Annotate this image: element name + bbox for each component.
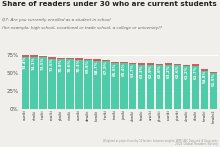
Bar — [174, 64, 181, 65]
Bar — [210, 72, 217, 109]
Bar — [129, 63, 136, 64]
Text: 62.9%: 62.9% — [149, 64, 153, 78]
Text: 71.5%: 71.5% — [50, 58, 54, 71]
Text: 74.1%: 74.1% — [32, 56, 36, 70]
Text: 65.4%: 65.4% — [122, 62, 126, 76]
Bar — [138, 63, 145, 109]
Bar — [39, 56, 47, 109]
Text: 70.3%: 70.3% — [77, 59, 81, 72]
Bar — [102, 60, 110, 109]
Bar — [183, 65, 190, 66]
Bar — [165, 63, 172, 65]
Text: 54.8%: 54.8% — [203, 70, 207, 83]
Bar — [57, 58, 65, 109]
Text: 68.7%: 68.7% — [95, 60, 99, 74]
Text: 61.7%: 61.7% — [194, 65, 198, 79]
Bar — [156, 64, 163, 65]
Bar — [111, 62, 119, 63]
Text: 70.8%: 70.8% — [59, 59, 63, 72]
Bar — [192, 64, 199, 66]
Bar — [31, 55, 38, 109]
Bar — [75, 58, 83, 60]
Bar — [66, 58, 74, 109]
Bar — [201, 69, 208, 109]
Bar — [120, 62, 128, 63]
Bar — [111, 62, 119, 109]
Bar — [48, 57, 56, 109]
Bar — [84, 59, 92, 109]
Text: Q7: Are you currently enrolled as a student in school: Q7: Are you currently enrolled as a stud… — [2, 18, 111, 22]
Bar — [75, 58, 83, 109]
Bar — [156, 64, 163, 109]
Bar — [147, 64, 154, 109]
Bar — [93, 59, 101, 61]
Bar — [201, 69, 208, 71]
Text: 63.7%: 63.7% — [131, 64, 135, 77]
Bar — [192, 64, 199, 109]
Bar — [22, 55, 29, 57]
Text: 70.6%: 70.6% — [68, 59, 72, 72]
Text: 74.4%: 74.4% — [23, 56, 27, 69]
Bar — [39, 56, 47, 57]
Bar — [138, 63, 145, 65]
Bar — [174, 64, 181, 109]
Bar — [66, 58, 74, 59]
Bar — [57, 58, 65, 59]
Text: 61.2%: 61.2% — [185, 65, 189, 79]
Bar — [22, 55, 29, 109]
Bar — [129, 63, 136, 109]
Text: 65.5%: 65.5% — [113, 62, 117, 76]
Text: (for example, high school, vocational or trade school, a college or university)?: (for example, high school, vocational or… — [2, 26, 162, 30]
Bar — [102, 60, 110, 61]
Text: 2021 Global Readers Survey: 2021 Global Readers Survey — [175, 142, 218, 146]
Text: 63.2%: 63.2% — [167, 64, 171, 78]
Text: 67.9%: 67.9% — [104, 61, 108, 74]
Bar — [31, 55, 38, 57]
Text: 73.5%: 73.5% — [41, 57, 45, 70]
Bar — [210, 72, 217, 73]
Bar — [147, 64, 154, 65]
Text: 69.8%: 69.8% — [86, 59, 90, 73]
Bar — [84, 59, 92, 60]
Bar — [93, 59, 101, 109]
Text: Share of readers under 30 who are current students: Share of readers under 30 who are curren… — [2, 1, 217, 7]
Text: Weighted at project level by 10 factors, between weights, WMF/UBC Data and IS Ge: Weighted at project level by 10 factors,… — [103, 139, 218, 143]
Text: 51.5%: 51.5% — [211, 72, 216, 86]
Text: 63.3%: 63.3% — [140, 64, 144, 77]
Text: 62.8%: 62.8% — [158, 64, 162, 78]
Text: 62.6%: 62.6% — [176, 64, 180, 78]
Bar — [165, 63, 172, 109]
Bar — [183, 65, 190, 109]
Bar — [120, 62, 128, 109]
Bar — [48, 57, 56, 59]
